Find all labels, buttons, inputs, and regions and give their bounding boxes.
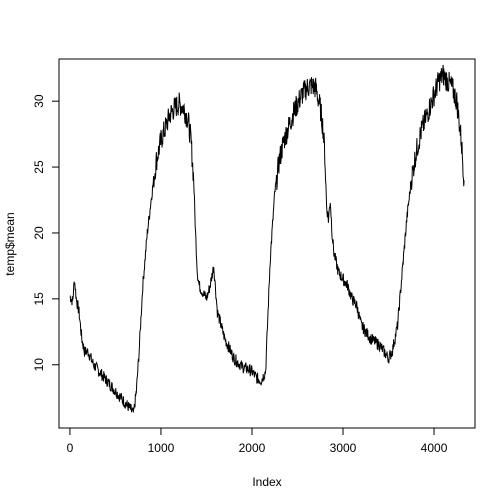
x-axis: 0 1000 2000 3000 4000	[67, 428, 448, 455]
y-tick-label: 10	[32, 358, 46, 372]
x-tick-label: 2000	[239, 441, 266, 455]
y-tick-label: 15	[32, 292, 46, 306]
x-tick-label: 0	[67, 441, 74, 455]
y-axis-title: temp$mean	[3, 212, 17, 275]
x-tick-label: 1000	[148, 441, 175, 455]
plot-frame	[58, 58, 476, 429]
y-tick-label: 20	[32, 226, 46, 240]
series-line	[69, 64, 465, 413]
y-tick-label: 30	[32, 94, 46, 108]
x-tick-label: 3000	[330, 441, 357, 455]
y-tick-label: 25	[32, 160, 46, 174]
x-axis-title: Index	[252, 475, 281, 489]
y-axis: 10 15 20 25 30	[32, 94, 59, 371]
x-tick-label: 4000	[421, 441, 448, 455]
